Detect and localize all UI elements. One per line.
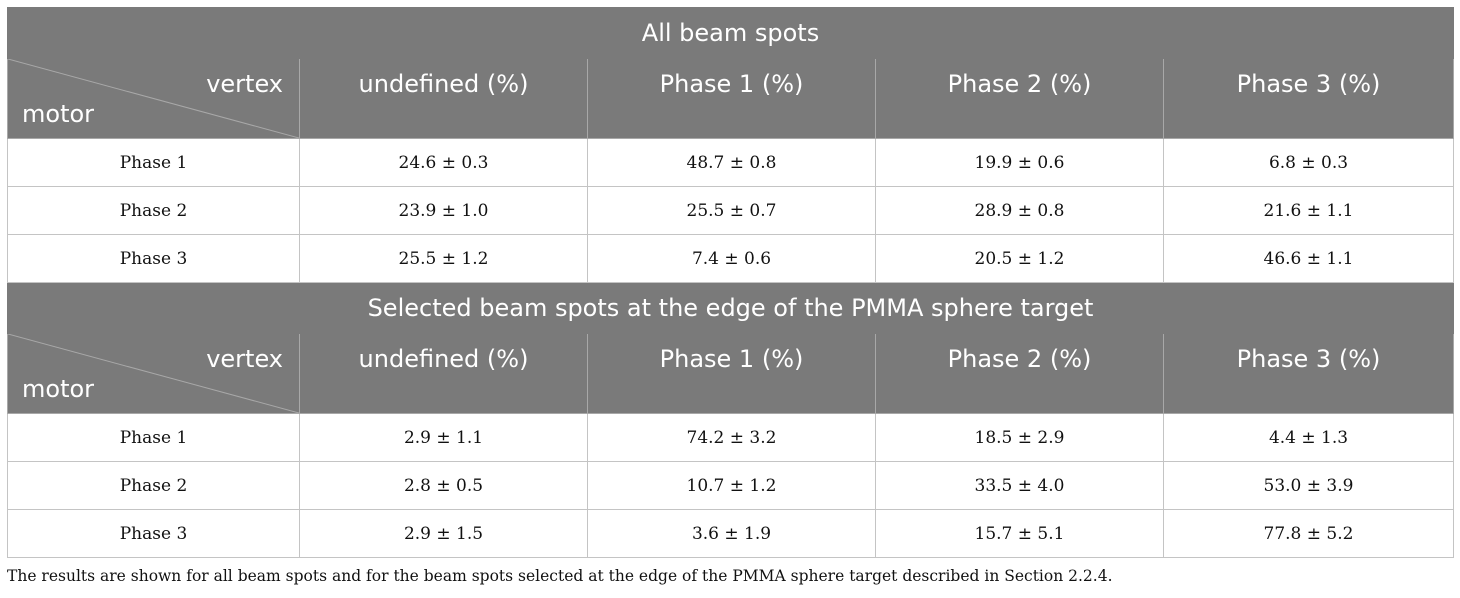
row-label: Phase 1 (7, 138, 300, 187)
section-title: Selected beam spots at the edge of the P… (7, 282, 1454, 334)
table-caption: The results are shown for all beam spots… (7, 567, 1113, 585)
corner-header-cell: vertex motor (7, 58, 300, 139)
column-header: Phase 2 (%) (875, 58, 1164, 139)
table-cell: 23.9 ± 1.0 (299, 186, 588, 235)
corner-header-cell: vertex motor (7, 333, 300, 414)
table-cell: 7.4 ± 0.6 (587, 234, 876, 283)
table-row: Phase 2 23.9 ± 1.0 25.5 ± 0.7 28.9 ± 0.8… (7, 186, 1454, 235)
column-header: Phase 3 (%) (1163, 58, 1454, 139)
section-title-row: Selected beam spots at the edge of the P… (7, 282, 1454, 334)
table-cell: 15.7 ± 5.1 (875, 509, 1164, 558)
row-label: Phase 2 (7, 186, 300, 235)
table-row: Phase 2 2.8 ± 0.5 10.7 ± 1.2 33.5 ± 4.0 … (7, 461, 1454, 510)
table-cell: 25.5 ± 1.2 (299, 234, 588, 283)
row-label: Phase 3 (7, 234, 300, 283)
table-cell: 53.0 ± 3.9 (1163, 461, 1454, 510)
corner-column-axis-label: vertex (206, 70, 283, 98)
section-title: All beam spots (7, 7, 1454, 59)
row-label: Phase 2 (7, 461, 300, 510)
table-cell: 24.6 ± 0.3 (299, 138, 588, 187)
table-cell: 6.8 ± 0.3 (1163, 138, 1454, 187)
table-cell: 19.9 ± 0.6 (875, 138, 1164, 187)
corner-row-axis-label: motor (22, 100, 95, 128)
table-cell: 48.7 ± 0.8 (587, 138, 876, 187)
row-label: Phase 3 (7, 509, 300, 558)
table-cell: 77.8 ± 5.2 (1163, 509, 1454, 558)
table-cell: 46.6 ± 1.1 (1163, 234, 1454, 283)
corner-column-axis-label: vertex (206, 345, 283, 373)
table-cell: 10.7 ± 1.2 (587, 461, 876, 510)
column-header-row: vertex motor undefined (%) Phase 1 (%) P… (7, 333, 1454, 414)
column-header: undefined (%) (299, 58, 588, 139)
diagonal-divider (8, 59, 299, 138)
table-row: Phase 1 24.6 ± 0.3 48.7 ± 0.8 19.9 ± 0.6… (7, 138, 1454, 187)
table-cell: 28.9 ± 0.8 (875, 186, 1164, 235)
table-row: Phase 3 2.9 ± 1.5 3.6 ± 1.9 15.7 ± 5.1 7… (7, 509, 1454, 558)
column-header: Phase 1 (%) (587, 333, 876, 414)
results-table: All beam spots vertex motor undefined (%… (7, 7, 1454, 558)
table-cell: 4.4 ± 1.3 (1163, 413, 1454, 462)
column-header-row: vertex motor undefined (%) Phase 1 (%) P… (7, 58, 1454, 139)
table-cell: 74.2 ± 3.2 (587, 413, 876, 462)
table-cell: 2.9 ± 1.5 (299, 509, 588, 558)
row-label: Phase 1 (7, 413, 300, 462)
table-row: Phase 1 2.9 ± 1.1 74.2 ± 3.2 18.5 ± 2.9 … (7, 413, 1454, 462)
table-cell: 25.5 ± 0.7 (587, 186, 876, 235)
table-cell: 20.5 ± 1.2 (875, 234, 1164, 283)
table-cell: 18.5 ± 2.9 (875, 413, 1164, 462)
table-row: Phase 3 25.5 ± 1.2 7.4 ± 0.6 20.5 ± 1.2 … (7, 234, 1454, 283)
table-cell: 3.6 ± 1.9 (587, 509, 876, 558)
corner-row-axis-label: motor (22, 375, 95, 403)
table-cell: 2.8 ± 0.5 (299, 461, 588, 510)
table-cell: 2.9 ± 1.1 (299, 413, 588, 462)
column-header: Phase 2 (%) (875, 333, 1164, 414)
table-cell: 33.5 ± 4.0 (875, 461, 1164, 510)
diagonal-divider (8, 334, 299, 413)
section-title-row: All beam spots (7, 7, 1454, 59)
table-cell: 21.6 ± 1.1 (1163, 186, 1454, 235)
column-header: Phase 3 (%) (1163, 333, 1454, 414)
column-header: Phase 1 (%) (587, 58, 876, 139)
table-container: All beam spots vertex motor undefined (%… (7, 7, 1454, 585)
column-header: undefined (%) (299, 333, 588, 414)
